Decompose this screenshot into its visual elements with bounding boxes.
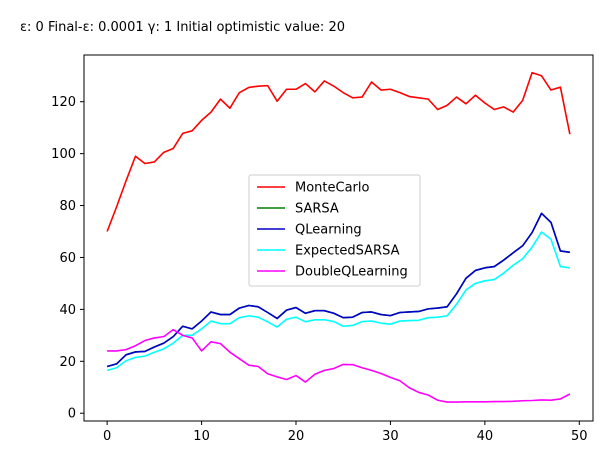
y-tick-label: 40 bbox=[59, 303, 76, 318]
axes-frame bbox=[83, 54, 594, 422]
x-tick-label: 0 bbox=[103, 429, 111, 444]
y-tick-label: 80 bbox=[59, 199, 76, 214]
y-tick-label: 120 bbox=[51, 95, 76, 110]
legend-label: DoubleQLearning bbox=[295, 265, 408, 280]
x-tick-label: 30 bbox=[382, 429, 399, 444]
series-line-qlearning bbox=[106, 212, 570, 368]
x-tick-label: 40 bbox=[477, 429, 494, 444]
axis-ticks: 0 10 20 30 40 50 0 20 40 60 80 100 120 bbox=[51, 95, 587, 444]
y-tick-label: 100 bbox=[51, 147, 76, 162]
series-line-doubleqlearning bbox=[107, 328, 571, 403]
legend-label: SARSA bbox=[295, 202, 339, 217]
x-tick-label: 20 bbox=[288, 429, 305, 444]
chart-title: ε: 0 Final-ε: 0.0001 γ: 1 Initial optimi… bbox=[20, 20, 345, 35]
legend-label: QLearning bbox=[295, 223, 362, 238]
series-lines bbox=[106, 71, 571, 403]
x-tick-label: 50 bbox=[571, 429, 588, 444]
y-tick-label: 0 bbox=[68, 407, 76, 422]
x-tick-label: 10 bbox=[193, 429, 210, 444]
legend-label: ExpectedSARSA bbox=[295, 244, 400, 259]
legend: MonteCarlo SARSA QLearning ExpectedSARSA Dou… bbox=[248, 174, 421, 287]
plot-frame bbox=[83, 54, 594, 422]
series-line-montecarlo bbox=[106, 71, 571, 232]
y-tick-label: 60 bbox=[59, 251, 76, 266]
legend-box bbox=[248, 174, 421, 287]
legend-label: MonteCarlo bbox=[295, 181, 370, 196]
y-tick-label: 20 bbox=[59, 355, 76, 370]
